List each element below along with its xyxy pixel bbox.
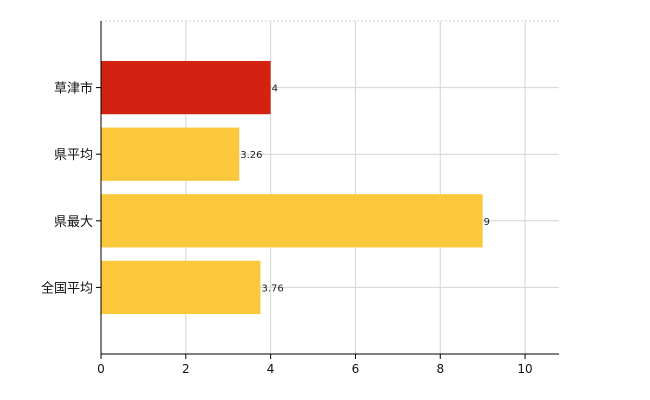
x-tick-label: 8 [436,362,444,376]
axes [96,21,559,359]
data-label: 3.26 [240,150,262,161]
x-tick-label: 2 [182,362,190,376]
x-tick-label: 10 [517,362,532,376]
category-label: 草津市 [54,81,93,97]
data-label: 3.76 [261,283,283,294]
data-label: 9 [484,217,490,228]
category-label: 県最大 [54,215,93,230]
bar [101,60,271,115]
x-tick-label: 4 [267,362,275,376]
bar [101,194,483,248]
x-tick-label: 6 [352,362,360,376]
x-tick-label: 0 [97,362,105,376]
category-label: 県平均 [54,148,93,163]
data-label: 4 [272,84,278,95]
category-label: 全国平均 [41,280,93,296]
bars [101,60,483,315]
bar [101,127,240,181]
bar [101,260,261,315]
